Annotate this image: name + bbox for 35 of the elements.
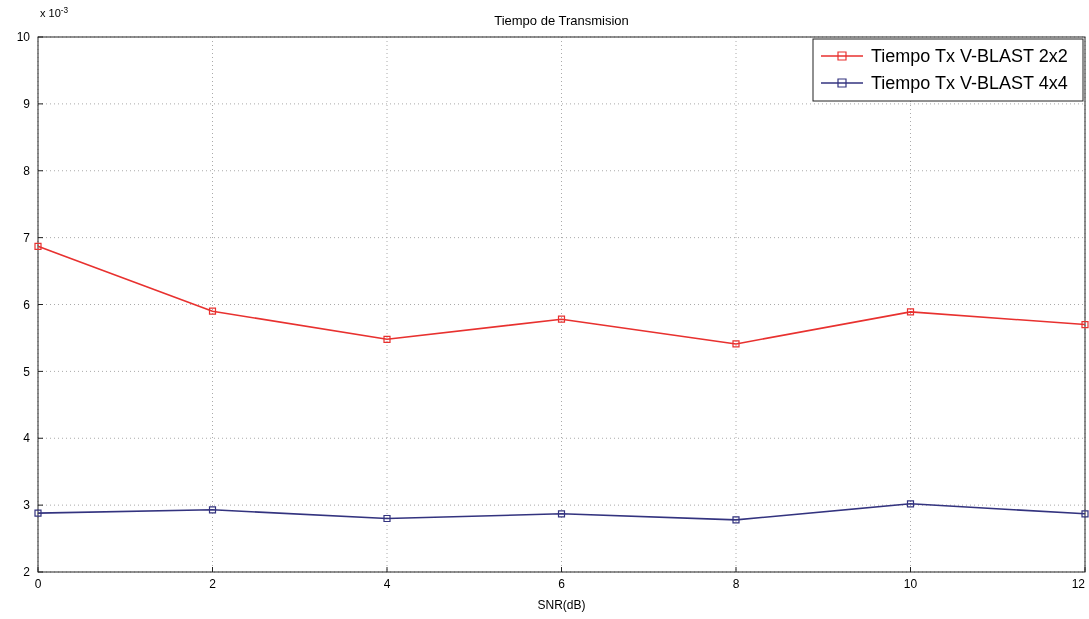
x-tick-label: 10 bbox=[903, 577, 918, 591]
legend-label: Tiempo Tx V-BLAST 4x4 bbox=[871, 73, 1068, 94]
point bbox=[383, 514, 391, 523]
y-tick-label: 10 bbox=[16, 30, 31, 45]
y-tick-label: 9 bbox=[23, 97, 31, 112]
point bbox=[34, 242, 42, 250]
text: x 10$^{-3}$ bbox=[40, 5, 69, 19]
point bbox=[906, 308, 915, 316]
x-tick-label: 12 bbox=[1071, 577, 1086, 591]
y-tick-label: 2 bbox=[23, 565, 31, 580]
point bbox=[383, 335, 391, 343]
point bbox=[208, 506, 217, 514]
chart-title: Tiempo de Transmision bbox=[494, 13, 629, 28]
y-tick-label: 7 bbox=[23, 230, 31, 245]
point bbox=[557, 510, 566, 518]
x-tick-label: 2 bbox=[209, 577, 217, 591]
y-tick-label: 5 bbox=[23, 364, 31, 379]
x-tick-label: 0 bbox=[34, 577, 42, 591]
point bbox=[34, 509, 42, 517]
point bbox=[732, 516, 740, 524]
y-tick-label: 8 bbox=[23, 163, 31, 178]
y-tick-label: 4 bbox=[23, 431, 31, 446]
legend-label: Tiempo Tx V-BLAST 2x2 bbox=[871, 46, 1068, 67]
point bbox=[1081, 510, 1089, 518]
point bbox=[1081, 320, 1089, 329]
point bbox=[208, 307, 217, 315]
x-tick-label: 8 bbox=[732, 577, 740, 591]
point bbox=[732, 340, 740, 348]
x-axis-title: SNR(dB) bbox=[537, 598, 586, 612]
x-tick-label: 6 bbox=[558, 577, 566, 591]
point bbox=[906, 500, 915, 508]
y-tick-label: 3 bbox=[23, 498, 31, 513]
x-tick-label: 4 bbox=[383, 577, 391, 591]
point bbox=[557, 315, 566, 323]
y-tick-label: 6 bbox=[23, 297, 31, 312]
